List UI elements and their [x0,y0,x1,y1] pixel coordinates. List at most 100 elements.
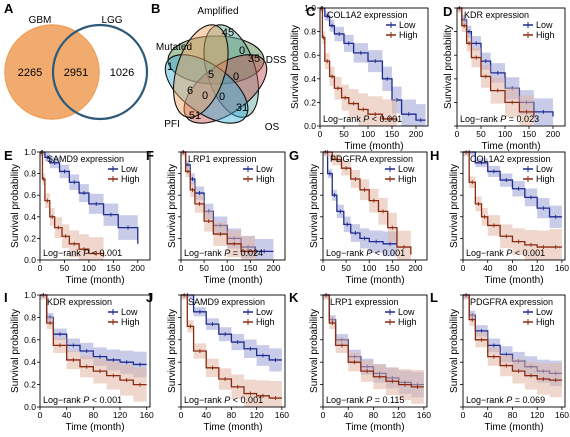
plot-title: PDGFRA expression [470,297,553,307]
legend-label-high: High [536,317,555,327]
km-plot-h: H 0 40 80 120 160 Time (month) Survival probabi… [430,148,569,286]
ci-band-low [40,295,147,379]
y-tick-label: 0.4 [304,74,316,84]
series-line-high [323,151,412,255]
km-plot-c: C 0.0 0.2 0.4 0.6 0.8 1.0 0 50 100 150 200 Time (mon… [290,3,429,152]
panel-label-d: D [443,4,452,19]
km-plot-l: L 0 40 80 120 160 Time (month) Survival probabi… [430,290,569,433]
legend-label-high: High [399,30,418,40]
logrank-pvalue: Log−rank P < 0.001 [466,248,545,258]
legend-label-low: Low [398,307,415,317]
x-tick-label: 40 [62,410,72,420]
ci-band-high [40,152,104,260]
x-tick-label: 150 [106,263,120,273]
x-tick-label: 0 [179,263,184,273]
x-tick-label: 80 [508,410,518,420]
venn-lgg-circle [51,23,149,121]
panel-label-g: G [289,148,299,163]
x-tick-label: 150 [385,263,399,273]
venn-diagram-b: B Amplified DSS OS PFI Mutated 45 35 31 … [151,1,287,133]
x-tick-label: 50 [476,129,486,139]
plot-title: COL1A2 expression [470,154,551,164]
venn-count-amplified: 45 [222,27,234,39]
panel-label-k: K [289,290,299,305]
plot-frame [322,151,428,261]
x-axis-label: Time (month) [345,275,404,286]
ci-band-low [320,8,426,126]
x-tick-label: 100 [220,263,234,273]
x-tick-label: 200 [546,129,560,139]
x-axis-label: Time (month) [484,275,543,286]
x-axis-label: Time (month) [344,141,403,152]
panel-label-h: H [430,148,439,163]
x-tick-label: 160 [140,410,154,420]
plot-title: LRP1 expression [188,154,257,164]
x-tick-label: 0 [179,410,184,420]
x-tick-label: 200 [266,263,280,273]
x-tick-label: 80 [89,410,99,420]
y-tick-label: 0.8 [24,312,36,322]
y-tick-label: 0.2 [24,380,36,390]
panel-label-j: J [146,290,153,305]
panel-label-l: L [430,290,438,305]
legend-label-high: High [256,317,275,327]
km-plot-e: E 0.0 0.2 0.4 0.6 0.8 1.0 0 50 100 150 200 Time (mon… [4,147,151,286]
venn-set-label-amplified: Amplified [197,6,238,17]
legend-label-low: Low [256,307,273,317]
legend-label-high: High [256,174,275,184]
venn-intersection: 2951 [64,67,88,79]
x-tick-label: 0 [461,263,466,273]
venn-count-region-e: 0 [239,45,245,57]
y-axis-label: Survival probability [309,309,320,393]
y-tick-label: 0.2 [304,97,316,107]
y-axis-label: Survival probability [443,25,454,109]
venn-count-region-b: 0 [219,91,225,103]
panel-label-a: A [4,1,14,16]
series-line-high [457,7,535,117]
venn-petal-pfi [164,54,249,124]
y-tick-label: 0.0 [24,402,36,412]
panel-label-i: I [4,290,8,305]
legend-label-high: High [398,317,417,327]
x-axis-label: Time (month) [203,275,262,286]
plot-frame [39,151,151,261]
plot-title: COL1A2 expression [327,10,408,20]
venn-gbm-label: GBM [29,15,52,26]
legend-label-low: Low [121,307,138,317]
plot-frame [456,7,566,127]
x-axis-label: Time (month) [481,141,540,152]
venn-count-region-d: 0 [202,90,208,102]
logrank-pvalue: Log−rank P = 0.023 [460,114,539,124]
panel-label-c: C [306,4,316,19]
ci-band-high [323,295,424,406]
plot-frame [462,151,566,261]
venn-count-all: 5 [208,69,214,81]
venn-set-label-mutated: Mutated [156,42,192,53]
venn-lgg-label: LGG [101,15,122,26]
legend-label-low: Low [536,307,553,317]
x-tick-label: 40 [201,410,211,420]
y-tick-label: 0.0 [304,121,316,131]
ci-band-high [457,8,534,126]
series-line-high [181,151,256,255]
venn-count-mutated: 1 [167,61,173,73]
venn-set-label-pfi: PFI [164,119,180,130]
ci-band-high [463,295,562,399]
venn-diagram-a: A GBM LGG 2265 2951 1026 [4,1,149,121]
x-tick-label: 120 [530,410,544,420]
y-tick-label: 0.8 [24,169,36,179]
x-tick-label: 150 [522,129,536,139]
panel-label-f: F [146,148,154,163]
y-tick-label: 0.4 [24,357,36,367]
legend-label-low: Low [536,164,553,174]
legend-label-low: Low [398,164,415,174]
plot-title: SAMD9 expression [188,297,265,307]
x-tick-label: 100 [362,263,376,273]
ci-band-high [181,152,255,260]
x-tick-label: 50 [60,263,70,273]
plot-frame [39,294,151,408]
y-axis-label: Survival probability [10,309,21,393]
x-axis-label: Time (month) [65,422,124,433]
plot-title: PDGFRA expression [330,154,413,164]
